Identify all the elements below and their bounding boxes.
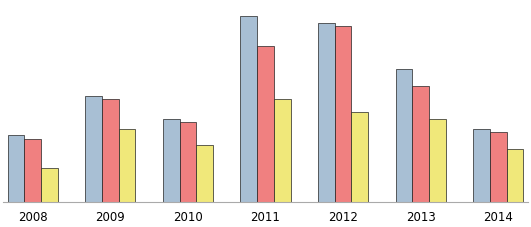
Bar — [352, 112, 368, 202]
Bar — [196, 145, 213, 202]
Bar — [163, 119, 179, 202]
Bar — [179, 122, 196, 202]
Bar — [413, 86, 429, 202]
Bar — [318, 23, 335, 202]
Bar — [429, 119, 446, 202]
Bar — [490, 132, 507, 202]
Bar — [473, 129, 490, 202]
Bar — [102, 99, 118, 202]
Bar — [7, 135, 24, 202]
Bar — [241, 16, 257, 202]
Bar — [507, 148, 524, 202]
Bar — [24, 138, 41, 202]
Bar — [274, 99, 290, 202]
Bar — [118, 129, 135, 202]
Bar — [396, 69, 413, 202]
Bar — [257, 46, 274, 202]
Bar — [85, 96, 102, 202]
Bar — [41, 168, 58, 202]
Bar — [335, 26, 352, 202]
